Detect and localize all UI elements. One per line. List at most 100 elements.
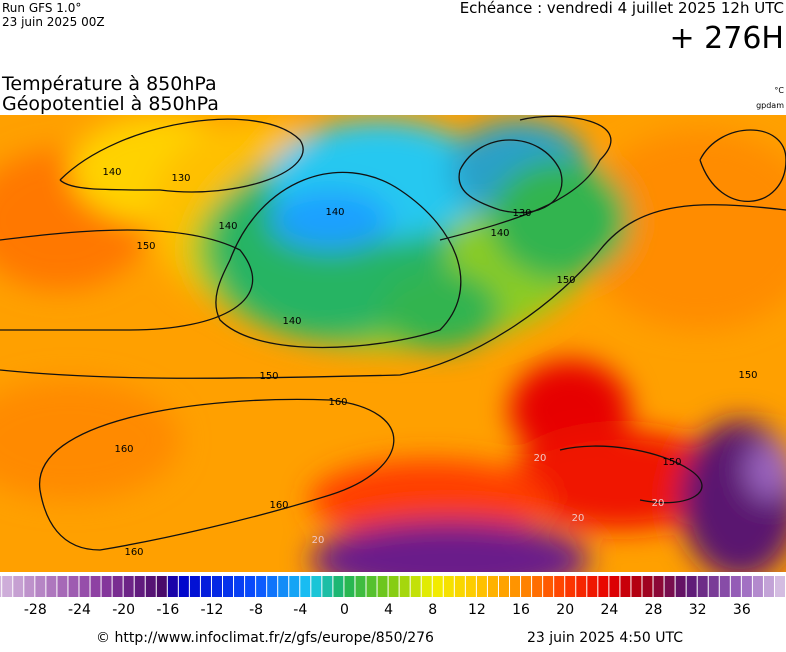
colorbar-swatch <box>664 576 675 597</box>
contour-label: 140 <box>282 316 301 327</box>
valid-time: Echéance : vendredi 4 juillet 2025 12h U… <box>460 0 784 17</box>
colorbar-swatch <box>156 576 167 597</box>
contour-label: 150 <box>662 457 681 468</box>
colorbar-swatch <box>432 576 443 597</box>
contour-label: 160 <box>114 444 133 455</box>
colorbar-swatch <box>388 576 399 597</box>
colorbar-swatch <box>532 576 543 597</box>
geopotential-contours <box>0 115 786 551</box>
colorbar-swatch <box>333 576 344 597</box>
colorbar-swatch <box>278 576 289 597</box>
colorbar-swatch <box>344 576 355 597</box>
colorbar-tick-label: -16 <box>156 602 179 618</box>
colorbar-swatch <box>90 576 101 597</box>
colorbar-tick-label: -12 <box>201 602 224 618</box>
contour-label: 20 <box>534 453 547 464</box>
colorbar-tick-label: 8 <box>428 602 437 618</box>
colorbar-swatch <box>476 576 487 597</box>
colorbar-swatch <box>134 576 145 597</box>
colorbar-swatch <box>763 576 774 597</box>
colorbar-swatch <box>510 576 521 597</box>
colorbar-swatch <box>410 576 421 597</box>
colorbar-swatch <box>46 576 57 597</box>
colorbar-swatch <box>465 576 476 597</box>
contour-labels: 1401301401501401401501601601601601301401… <box>102 167 757 558</box>
colorbar-swatch <box>631 576 642 597</box>
title-temperature: Température à 850hPa <box>1 73 217 95</box>
contour-label: 150 <box>259 371 278 382</box>
colorbar-swatch <box>0 576 2 597</box>
colorbar-swatch <box>178 576 189 597</box>
colorbar-swatch <box>123 576 134 597</box>
colorbar-swatch <box>167 576 178 597</box>
colorbar-tick-label: 36 <box>733 602 751 618</box>
colorbar-swatch <box>730 576 741 597</box>
colorbar-tick-label: 32 <box>689 602 707 618</box>
colorbar-swatch <box>355 576 366 597</box>
colorbar-swatch <box>377 576 388 597</box>
contour-label: 20 <box>652 498 665 509</box>
colorbar-swatch <box>697 576 708 597</box>
colorbar-swatch <box>79 576 90 597</box>
colorbar-swatch <box>609 576 620 597</box>
contour-label: 160 <box>269 500 288 511</box>
colorbar-swatch <box>2 576 13 597</box>
colorbar-tick-label: -24 <box>68 602 91 618</box>
colorbar-swatch <box>322 576 333 597</box>
colorbar-swatch <box>554 576 565 597</box>
colorbar-tick-label: -4 <box>293 602 307 618</box>
colorbar-swatch <box>289 576 300 597</box>
contour-label: 20 <box>312 535 325 546</box>
colorbar-swatch <box>68 576 79 597</box>
contour-label: 140 <box>218 221 237 232</box>
colorbar-swatch <box>774 576 785 597</box>
colorbar-swatch <box>498 576 510 597</box>
colorbar-swatch <box>741 576 752 597</box>
colorbar: -28 -24 -20 -16 -12 -8 -4 0 4 8 12 16 20 24 28 32 36 <box>0 576 785 618</box>
colorbar-tick-label: 24 <box>600 602 618 618</box>
colorbar-swatch <box>211 576 222 597</box>
colorbar-swatch <box>267 576 278 597</box>
colorbar-swatch <box>719 576 730 597</box>
colorbar-tick-label: -8 <box>249 602 263 618</box>
colorbar-tick-label: -20 <box>112 602 135 618</box>
colorbar-tick-label: 20 <box>556 602 574 618</box>
colorbar-swatch <box>521 576 532 597</box>
contour-label: 130 <box>512 208 531 219</box>
colorbar-swatch <box>399 576 410 597</box>
colorbar-swatch <box>443 576 454 597</box>
colorbar-swatch <box>752 576 763 597</box>
colorbar-swatch <box>101 576 112 597</box>
run: Run GFS 1.0° <box>2 1 81 15</box>
contour-label: 150 <box>136 241 155 252</box>
colorbar-swatch <box>245 576 256 597</box>
contour-label: 150 <box>556 275 575 286</box>
colorbar-swatch <box>454 576 465 597</box>
contour-label: 130 <box>171 173 190 184</box>
source: © http://www.infoclimat.fr/z/gfs/europe/… <box>96 630 434 646</box>
colorbar-swatch <box>598 576 609 597</box>
colorbar-swatch <box>421 576 432 597</box>
colorbar-swatch <box>57 576 68 597</box>
run-date: 23 juin 2025 00Z <box>2 15 105 29</box>
contour-label: 140 <box>490 228 509 239</box>
contour-label: 150 <box>738 370 757 381</box>
colorbar-swatch <box>708 576 719 597</box>
colorbar-swatch <box>300 576 311 597</box>
unit-temperature: °C <box>774 86 784 95</box>
colorbar-swatch <box>145 576 156 597</box>
colorbar-tick-label: 0 <box>340 602 349 618</box>
colorbar-swatch <box>487 576 498 597</box>
colorbar-tick-label: 16 <box>512 602 530 618</box>
colorbar-swatch <box>686 576 697 597</box>
colorbar-swatch <box>24 576 35 597</box>
map <box>0 115 786 572</box>
lead-time: + 276H <box>670 21 785 56</box>
unit-geopotential: gpdam <box>756 101 784 110</box>
colorbar-swatch <box>256 576 267 597</box>
colorbar-swatch <box>189 576 200 597</box>
colorbar-swatch <box>112 576 123 597</box>
colorbar-swatch <box>35 576 46 597</box>
colorbar-swatch <box>234 576 245 597</box>
